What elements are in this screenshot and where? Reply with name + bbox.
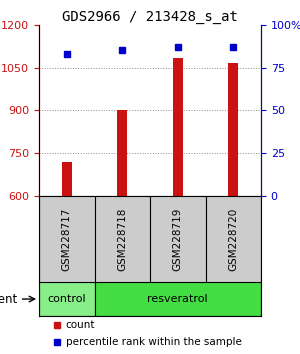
Title: GDS2966 / 213428_s_at: GDS2966 / 213428_s_at	[62, 10, 238, 24]
Bar	[39, 282, 94, 316]
Bar	[94, 282, 261, 316]
Text: GSM228717: GSM228717	[62, 207, 72, 271]
Text: percentile rank within the sample: percentile rank within the sample	[66, 337, 242, 347]
Bar	[173, 58, 183, 196]
Bar	[62, 162, 72, 196]
Text: GSM228719: GSM228719	[173, 207, 183, 271]
Bar	[228, 63, 238, 196]
Text: GSM228720: GSM228720	[228, 207, 238, 271]
Bar	[117, 110, 127, 196]
Text: count: count	[66, 320, 95, 330]
Text: GSM228718: GSM228718	[117, 207, 127, 271]
Text: agent: agent	[0, 292, 18, 306]
Text: control: control	[47, 294, 86, 304]
Text: resveratrol: resveratrol	[147, 294, 208, 304]
